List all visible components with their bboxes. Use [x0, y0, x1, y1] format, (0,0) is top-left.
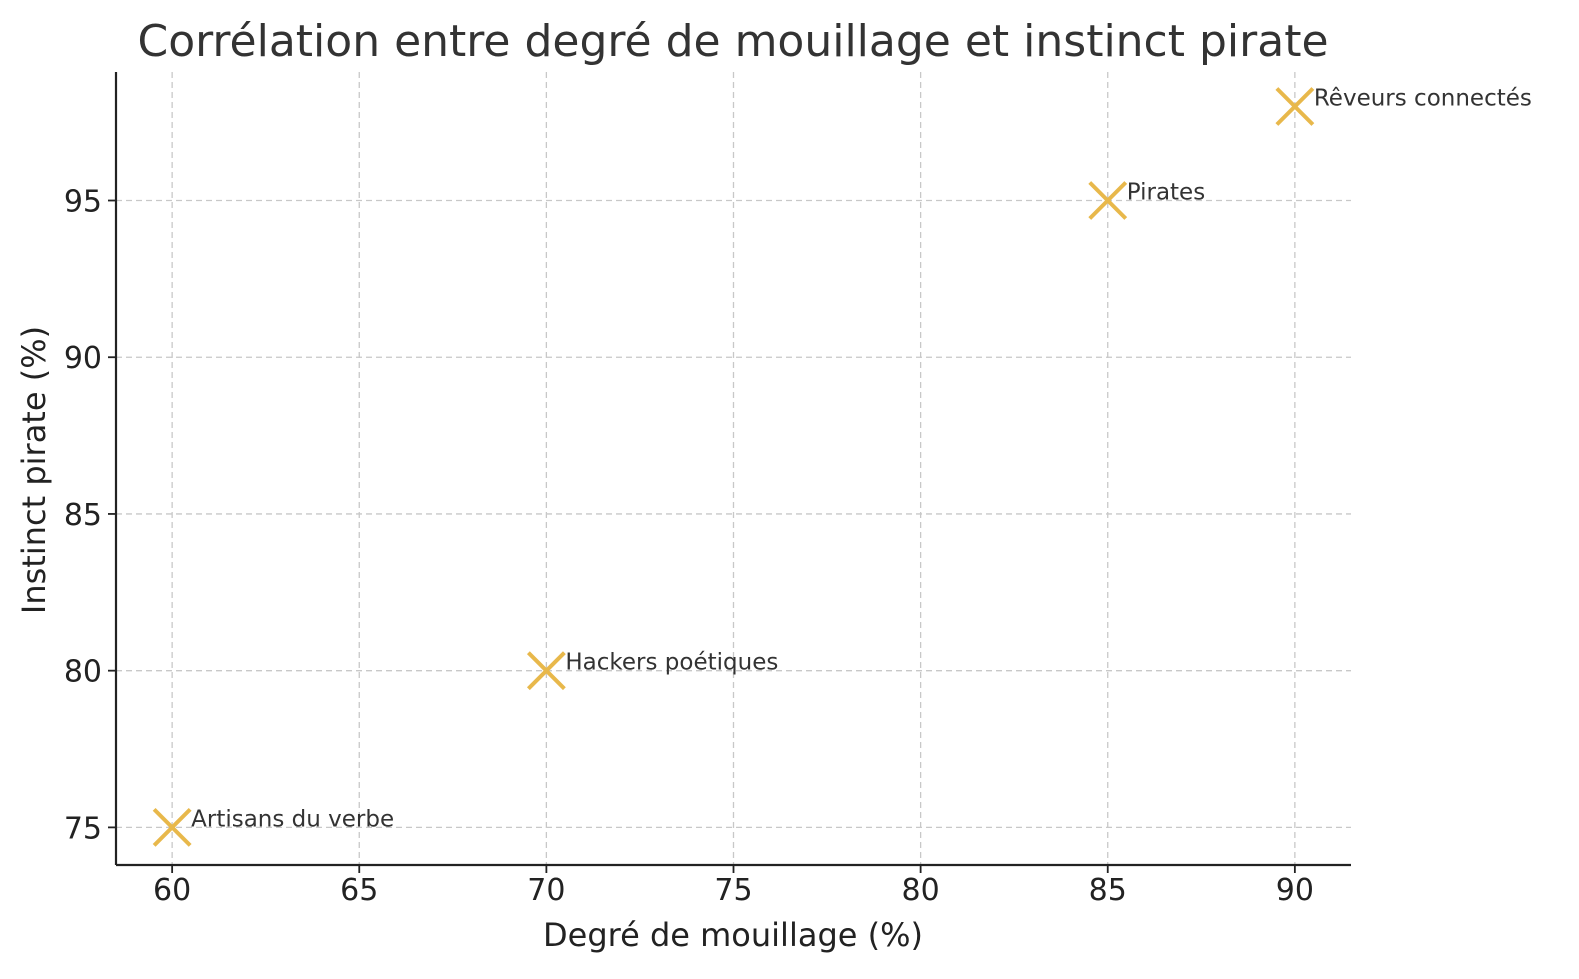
x-tick-label: 75	[714, 873, 752, 908]
data-point: Hackers poétiques	[526, 650, 778, 691]
x-tick-label: 90	[1276, 873, 1314, 908]
point-label: Pirates	[1127, 180, 1205, 206]
y-tick-label: 95	[64, 185, 102, 220]
y-ticks: 75 80 85 90 95	[64, 185, 116, 846]
data-points: Artisans du verbe Hackers poétiques Pirate…	[152, 85, 1532, 847]
y-tick-label: 80	[64, 655, 102, 690]
point-label: Rêveurs connectés	[1314, 85, 1532, 111]
x-marker-stroke	[1275, 87, 1315, 126]
chart-title: Corrélation entre degré de mouillage et …	[137, 16, 1328, 67]
x-tick-label: 70	[527, 873, 565, 908]
x-tick-label: 65	[340, 873, 378, 908]
point-label: Hackers poétiques	[565, 650, 778, 676]
x-tick-label: 85	[1089, 873, 1127, 908]
data-point: Rêveurs connectés	[1275, 85, 1532, 126]
x-tick-label: 80	[902, 873, 940, 908]
grid	[116, 72, 1351, 865]
x-marker-stroke	[526, 651, 566, 691]
y-tick-label: 75	[64, 811, 102, 846]
x-marker-stroke	[1088, 181, 1128, 220]
x-ticks: 60 65 70 75 80 85 90	[153, 865, 1314, 908]
y-axis-label: Instinct pirate (%)	[15, 326, 53, 614]
x-marker-stroke	[152, 807, 192, 847]
point-label: Artisans du verbe	[191, 806, 394, 832]
y-tick-label: 90	[64, 341, 102, 376]
y-tick-label: 85	[64, 498, 102, 533]
data-point: Artisans du verbe	[152, 806, 394, 847]
data-point: Pirates	[1088, 180, 1205, 220]
x-tick-label: 60	[153, 873, 191, 908]
x-axis-label: Degré de mouillage (%)	[543, 916, 923, 954]
